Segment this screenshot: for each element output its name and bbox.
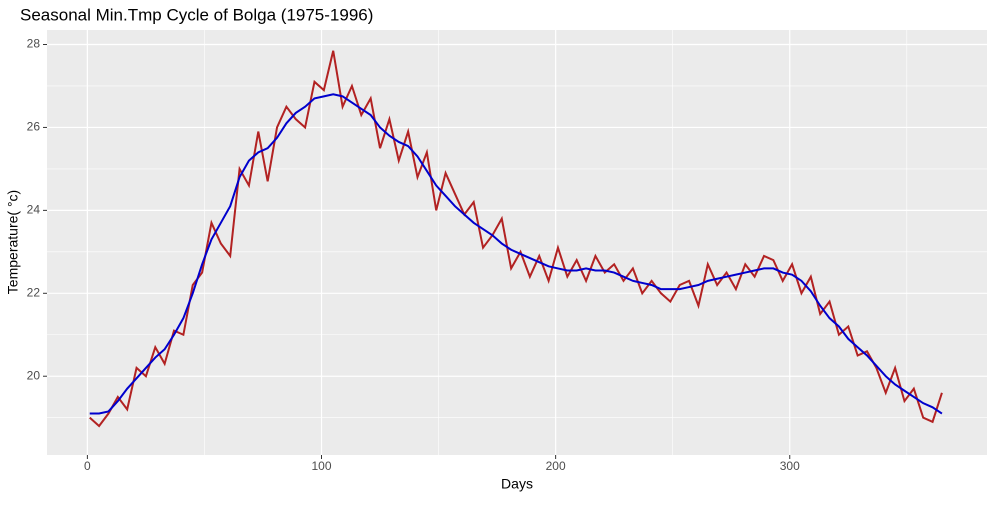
panel	[47, 30, 987, 455]
chart-title: Seasonal Min.Tmp Cycle of Bolga (1975-19…	[20, 5, 373, 24]
x-tick-label: 0	[84, 459, 91, 473]
x-tick-label: 300	[780, 459, 800, 473]
x-tick-label: 100	[311, 459, 331, 473]
y-axis-label: Temperature( °c)	[5, 190, 21, 294]
series-line	[89, 50, 943, 428]
y-tick-label: 26	[27, 120, 41, 134]
y-tick-label: 22	[27, 285, 41, 299]
x-tick-label: 200	[546, 459, 566, 473]
y-tick-label: 24	[27, 203, 41, 217]
y-tick-label: 28	[27, 37, 41, 51]
series-line	[89, 93, 943, 415]
y-tick-label: 20	[27, 368, 41, 382]
x-axis-label: Days	[501, 476, 533, 492]
